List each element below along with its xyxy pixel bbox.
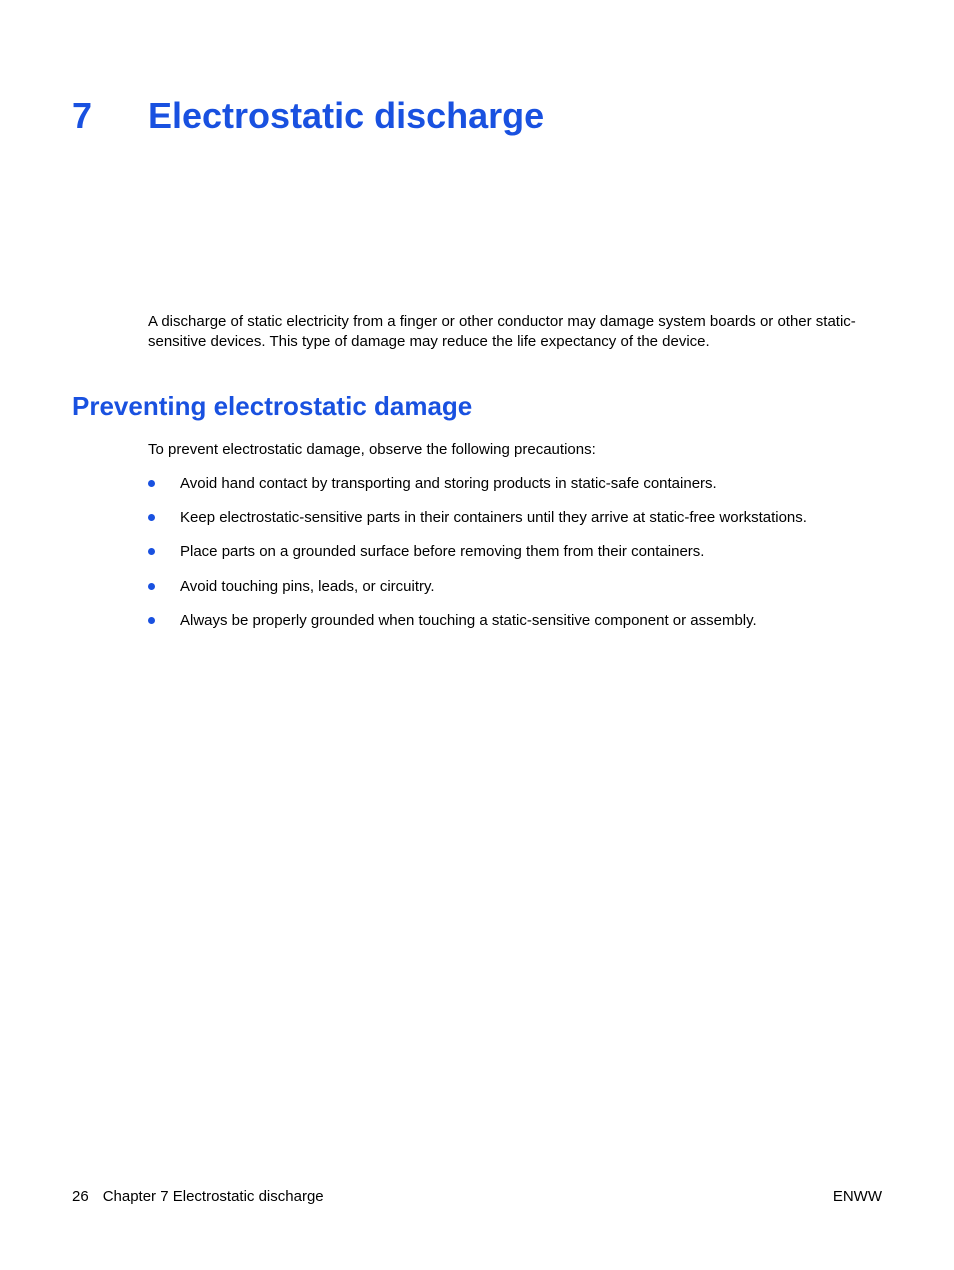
list-item: Avoid hand contact by transporting and s… (148, 474, 882, 494)
page-number: 26 (72, 1188, 89, 1205)
list-item: Keep electrostatic-sensitive parts in th… (148, 508, 882, 528)
list-item: Always be properly grounded when touchin… (148, 611, 882, 631)
precautions-list: Avoid hand contact by transporting and s… (148, 474, 882, 631)
intro-paragraph: A discharge of static electricity from a… (148, 312, 882, 353)
section-intro: To prevent electrostatic damage, observe… (148, 440, 882, 460)
footer-right: ENWW (833, 1188, 882, 1205)
document-page: 7 Electrostatic discharge A discharge of… (0, 0, 954, 631)
list-item: Avoid touching pins, leads, or circuitry… (148, 577, 882, 597)
footer-chapter-ref: Chapter 7 Electrostatic discharge (103, 1188, 324, 1205)
chapter-title: Electrostatic discharge (148, 95, 544, 137)
section-heading: Preventing electrostatic damage (72, 391, 882, 422)
list-item: Place parts on a grounded surface before… (148, 542, 882, 562)
page-footer: 26 Chapter 7 Electrostatic discharge ENW… (72, 1188, 882, 1205)
footer-left: 26 Chapter 7 Electrostatic discharge (72, 1188, 324, 1205)
chapter-number: 7 (72, 95, 148, 137)
chapter-heading: 7 Electrostatic discharge (72, 95, 882, 137)
